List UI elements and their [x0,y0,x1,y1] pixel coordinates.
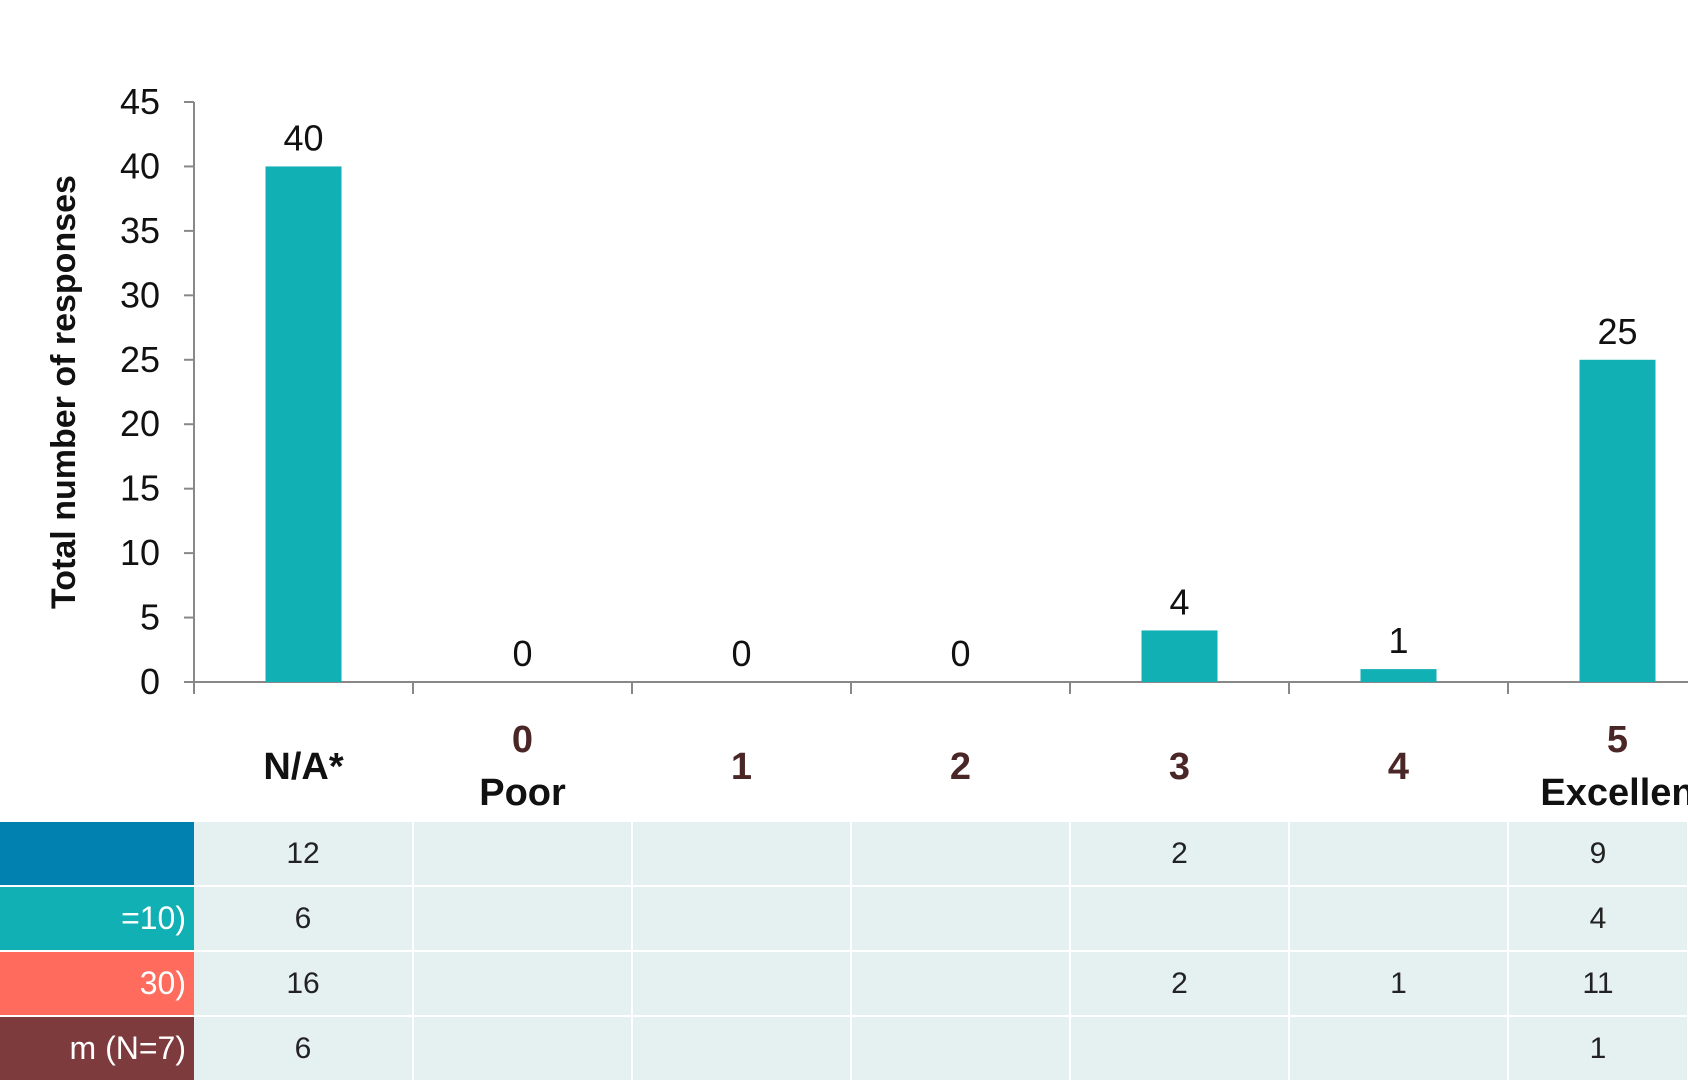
table-cell: 11 [1508,951,1688,1017]
y-tick-label: 5 [140,597,160,638]
table-row-label: 30) [0,951,194,1017]
bar-value-label: 25 [1597,311,1637,352]
table-cell: 4 [1508,886,1688,952]
table-cell [632,886,852,952]
table-cell [1070,886,1290,952]
table-cell [1289,822,1509,887]
y-tick-label: 0 [140,661,160,702]
y-tick-label: 40 [120,145,160,186]
table-cell: 16 [194,951,414,1017]
table-cell: 1 [1508,1016,1688,1082]
table-cell [1289,1016,1509,1082]
bar-value-label: 0 [950,633,970,674]
category-label: 3 [1169,746,1190,788]
table-row: m (N=7) 6 1 [0,1016,1688,1082]
table-cell: 2 [1070,822,1290,887]
bars: 40 0 0 0 4 1 25 [265,117,1656,682]
bar-value-label: 0 [512,633,532,674]
table-cell: 9 [1508,822,1688,887]
table-cell [1070,1016,1290,1082]
table-cell [413,822,633,887]
table-cell [632,822,852,887]
bar-chart: Total number of responses 05101520253035… [45,81,1688,814]
category-label: 4 [1388,746,1409,788]
table-cell: 2 [1070,951,1290,1017]
bar [1579,359,1656,682]
y-tick-label: 30 [120,274,160,315]
category-label-bottom: Poor [479,772,566,814]
table-row-label [0,822,194,887]
category-labels: N/A* 0 Poor 1 2 3 4 5 Excellen [263,719,1688,814]
bar-value-label: 40 [283,117,323,158]
y-axis-label-group: Total number of responses [45,175,83,609]
table-cell: 1 [1289,951,1509,1017]
bar-value-label: 4 [1169,581,1189,622]
table-cell [851,1016,1071,1082]
y-tick-label: 45 [120,81,160,122]
category-label: N/A* [263,746,343,788]
table-row: 30) 16 2 1 11 [0,951,1688,1017]
y-axis-label: Total number of responses [45,175,83,609]
bar-value-label: 0 [731,633,751,674]
table-cell [851,951,1071,1017]
table-cell [1289,886,1509,952]
y-tick-label: 15 [120,468,160,509]
bar [1360,669,1437,682]
table-cell [413,886,633,952]
category-label: 1 [731,746,752,788]
table-cell: 12 [194,822,414,887]
bar [265,166,342,682]
table-cell: 6 [194,1016,414,1082]
category-label-bottom: Excellen [1540,772,1688,814]
category-label: 2 [950,746,971,788]
table-cell [851,822,1071,887]
data-table: 12 2 9 =10) 6 4 30) 16 2 1 11 m (N=7) 6 1 [0,822,1688,1082]
table-cell [632,951,852,1017]
y-tick-label: 35 [120,210,160,251]
y-tick-label: 10 [120,532,160,573]
table-row: 12 2 9 [0,822,1688,887]
table-cell [851,886,1071,952]
category-label-top: 0 [512,719,533,761]
y-tick-label: 20 [120,403,160,444]
table-row-label: m (N=7) [0,1016,194,1082]
bar [1141,630,1218,682]
bar-value-label: 1 [1388,620,1408,661]
table-cell: 6 [194,886,414,952]
table-cell [413,1016,633,1082]
table-cell [632,1016,852,1082]
table-row-label: =10) [0,886,194,952]
table-row: =10) 6 4 [0,886,1688,952]
category-label-top: 5 [1607,719,1628,761]
y-tick-label: 25 [120,339,160,380]
table-cell [413,951,633,1017]
